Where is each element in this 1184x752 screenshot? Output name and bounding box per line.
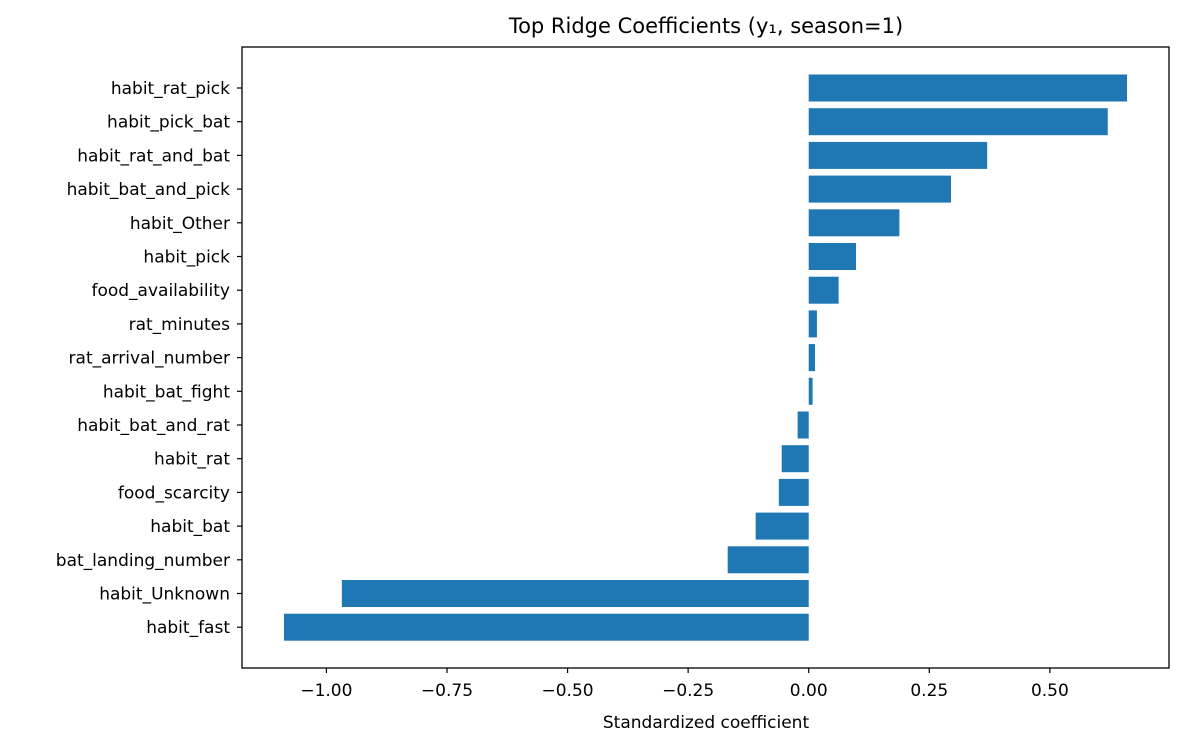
- bar-food-availability: [808, 276, 839, 304]
- bar-habit-fast: [283, 613, 809, 641]
- y-tick-label: bat_landing_number: [56, 551, 230, 571]
- y-tick-label: habit_rat_and_bat: [77, 146, 230, 166]
- bar-habit-unknown: [341, 580, 809, 607]
- y-tick-label: habit_Other: [130, 214, 230, 234]
- x-tick-label: 0.25: [910, 681, 948, 701]
- x-tick-label: 0.50: [1031, 681, 1069, 701]
- y-tick-label: rat_minutes: [129, 315, 231, 335]
- y-axis: habit_rat_pick habit_pick_bat habit_rat_an…: [56, 79, 242, 638]
- x-tick-label: −1.00: [300, 681, 352, 701]
- y-tick-label: habit_Unknown: [99, 585, 230, 605]
- bar-habit-rat-pick: [808, 74, 1128, 102]
- plot-frame: [241, 46, 1170, 669]
- bar-habit-bat-and-rat: [797, 411, 809, 439]
- chart-title: Top Ridge Coefficients (y₁, season=1): [508, 14, 903, 38]
- bar-habit-bat-and-pick: [808, 175, 951, 203]
- y-tick-label: habit_fast: [146, 618, 230, 638]
- bar-bat-landing-number: [727, 546, 809, 574]
- y-tick-label: food_availability: [91, 281, 230, 301]
- y-tick-label: habit_bat: [150, 517, 230, 537]
- bar-habit-other: [808, 209, 900, 237]
- x-tick-label: −0.50: [542, 681, 594, 701]
- bar-habit-pick-bat: [808, 108, 1108, 136]
- y-tick-label: habit_bat_and_pick: [67, 180, 231, 200]
- bar-habit-rat-and-bat: [808, 141, 988, 169]
- y-tick-label: habit_bat_and_rat: [77, 416, 230, 436]
- bar-food-scarcity: [778, 478, 809, 506]
- bar-rat-arrival-number: [808, 344, 815, 372]
- y-tick-label: habit_rat: [154, 450, 230, 470]
- y-tick-label: habit_pick: [143, 248, 230, 268]
- bars-group: [283, 74, 1128, 641]
- bar-rat-minutes: [808, 310, 817, 338]
- x-tick-label: −0.25: [662, 681, 714, 701]
- x-tick-label: −0.75: [421, 681, 473, 701]
- bar-habit-bat-fight: [808, 377, 813, 405]
- x-axis: −1.00 −0.75 −0.50 −0.25 0.00 0.25 0.50: [300, 668, 1069, 701]
- bar-habit-pick: [808, 243, 856, 270]
- y-tick-label: habit_pick_bat: [107, 113, 230, 133]
- y-tick-label: rat_arrival_number: [69, 349, 230, 369]
- x-axis-label: Standardized coefficient: [603, 713, 810, 733]
- bar-habit-bat: [755, 512, 809, 540]
- bar-habit-rat: [781, 445, 809, 473]
- y-tick-label: food_scarcity: [118, 483, 230, 503]
- x-tick-label: 0.00: [790, 681, 828, 701]
- y-tick-label: habit_rat_pick: [111, 79, 230, 99]
- y-tick-label: habit_bat_fight: [103, 382, 231, 402]
